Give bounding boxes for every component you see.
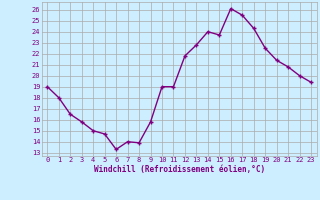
X-axis label: Windchill (Refroidissement éolien,°C): Windchill (Refroidissement éolien,°C) [94, 165, 265, 174]
